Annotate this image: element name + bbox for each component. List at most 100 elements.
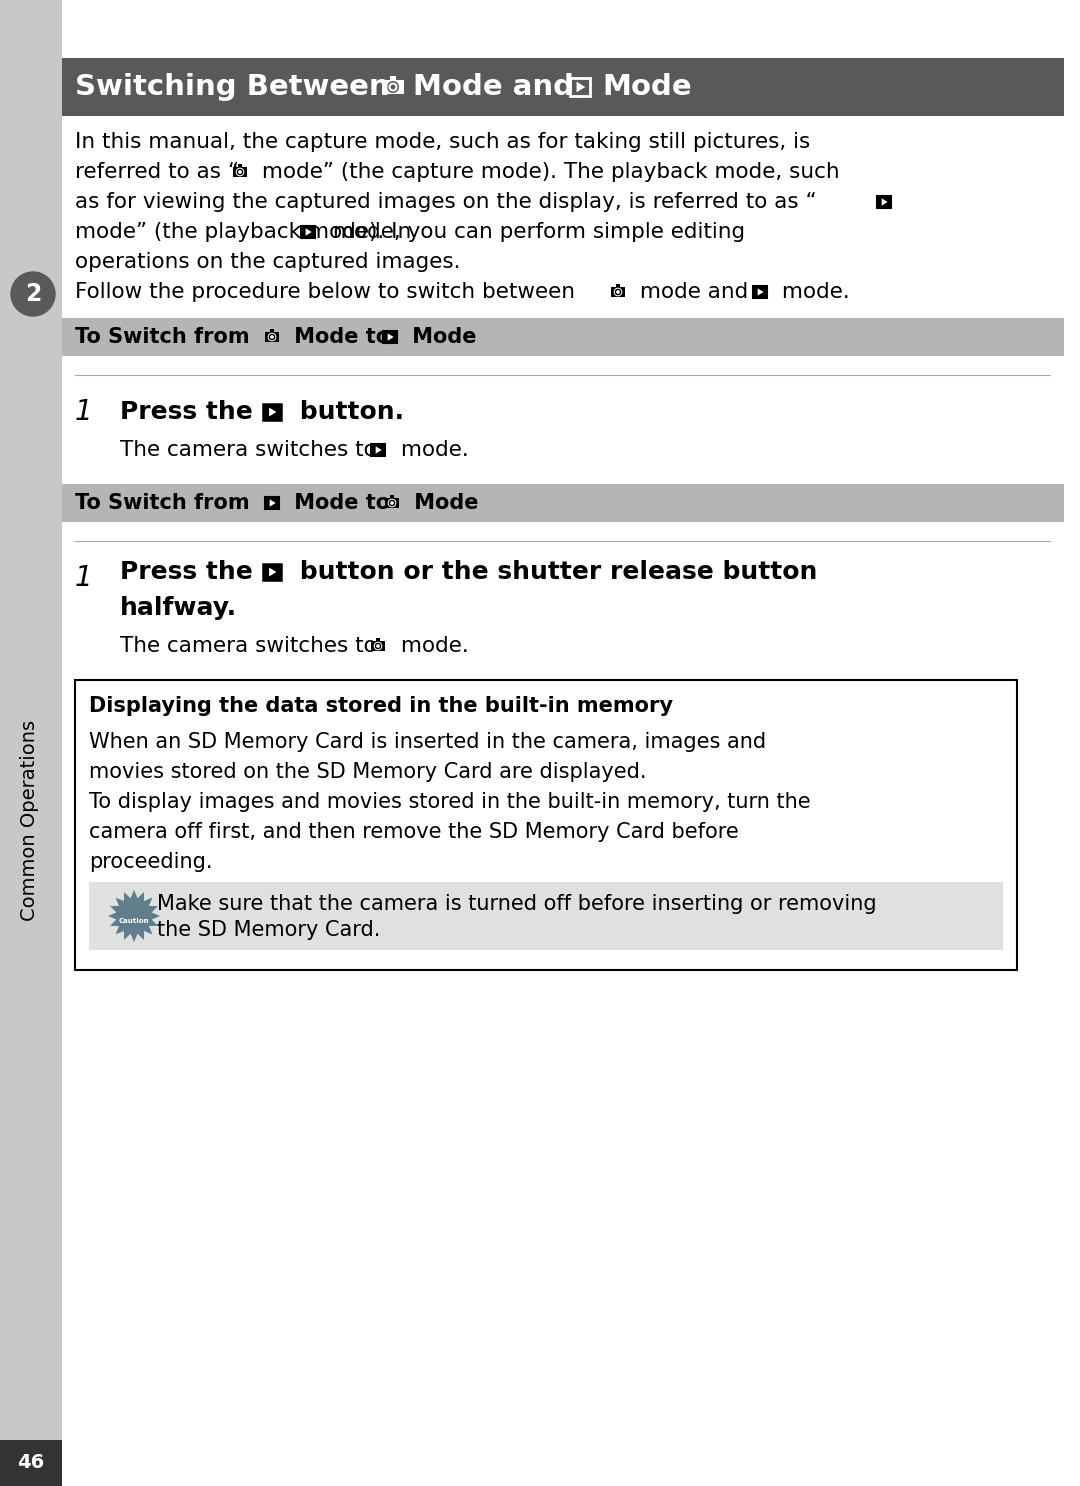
Text: To Switch from: To Switch from <box>75 327 257 348</box>
Bar <box>264 404 281 419</box>
Text: 46: 46 <box>17 1453 44 1473</box>
Bar <box>390 76 396 80</box>
Text: mode.: mode. <box>394 440 469 461</box>
Bar <box>753 285 767 299</box>
Circle shape <box>237 168 244 175</box>
Bar <box>753 285 767 299</box>
Text: To display images and movies stored in the built-in memory, turn the: To display images and movies stored in t… <box>89 792 811 811</box>
Circle shape <box>615 288 622 296</box>
Text: 1: 1 <box>75 565 93 591</box>
Bar <box>877 196 891 208</box>
Text: button.: button. <box>291 400 404 424</box>
Text: mode.: mode. <box>394 636 469 655</box>
Bar <box>264 565 281 580</box>
Text: mode” (the playback mode). In: mode” (the playback mode). In <box>75 221 418 242</box>
Bar <box>264 404 281 419</box>
Circle shape <box>268 333 275 340</box>
Polygon shape <box>270 499 275 507</box>
Text: operations on the captured images.: operations on the captured images. <box>75 253 460 272</box>
Text: Mode: Mode <box>405 327 476 348</box>
Text: The camera switches to: The camera switches to <box>120 440 383 461</box>
Bar <box>370 444 386 456</box>
Polygon shape <box>306 229 312 236</box>
Text: Displaying the data stored in the built-in memory: Displaying the data stored in the built-… <box>89 695 673 716</box>
Text: button or the shutter release button: button or the shutter release button <box>291 560 818 584</box>
Circle shape <box>239 171 241 174</box>
Text: Mode to: Mode to <box>287 327 397 348</box>
Circle shape <box>391 502 393 504</box>
Text: 2: 2 <box>25 282 41 306</box>
Circle shape <box>11 272 55 317</box>
Circle shape <box>388 82 399 92</box>
Circle shape <box>389 499 395 507</box>
Polygon shape <box>108 890 160 942</box>
Bar <box>382 331 397 343</box>
Polygon shape <box>269 568 276 577</box>
Bar <box>0 0 62 1486</box>
Circle shape <box>377 645 379 648</box>
Bar <box>265 496 279 510</box>
Polygon shape <box>758 288 764 296</box>
Text: When an SD Memory Card is inserted in the camera, images and: When an SD Memory Card is inserted in th… <box>89 733 766 752</box>
Bar <box>610 287 625 297</box>
Text: Press the: Press the <box>120 400 261 424</box>
Text: The camera switches to: The camera switches to <box>120 636 383 655</box>
Bar <box>62 58 1064 116</box>
Text: Caution: Caution <box>119 918 149 924</box>
Bar <box>62 318 1064 357</box>
Text: 1: 1 <box>75 398 93 426</box>
Bar <box>265 496 279 510</box>
Circle shape <box>617 291 619 293</box>
Bar <box>370 444 386 456</box>
Text: the SD Memory Card.: the SD Memory Card. <box>157 920 380 941</box>
Circle shape <box>271 336 273 339</box>
Text: Mode: Mode <box>602 73 691 101</box>
Text: proceeding.: proceeding. <box>89 851 213 872</box>
Bar <box>569 77 591 97</box>
Bar <box>62 484 1064 522</box>
Text: Common Operations: Common Operations <box>21 719 40 920</box>
Circle shape <box>616 290 621 294</box>
Circle shape <box>238 169 243 174</box>
Text: Follow the procedure below to switch between: Follow the procedure below to switch bet… <box>75 282 582 302</box>
Polygon shape <box>388 333 393 340</box>
Circle shape <box>269 334 274 340</box>
Bar <box>0 1440 62 1486</box>
Text: Press the: Press the <box>120 560 261 584</box>
Text: referred to as “: referred to as “ <box>75 162 239 181</box>
Text: mode” (the capture mode). The playback mode, such: mode” (the capture mode). The playback m… <box>255 162 839 181</box>
Circle shape <box>391 85 394 89</box>
Circle shape <box>376 643 380 648</box>
Bar <box>238 165 242 166</box>
Bar <box>264 565 281 580</box>
Text: Mode to: Mode to <box>287 493 397 513</box>
Text: Switching Between: Switching Between <box>75 73 390 101</box>
Bar <box>382 80 404 94</box>
Text: mode, you can perform simple editing: mode, you can perform simple editing <box>326 221 745 242</box>
Bar <box>232 166 247 177</box>
Bar <box>877 196 891 208</box>
Text: camera off first, and then remove the SD Memory Card before: camera off first, and then remove the SD… <box>89 822 739 843</box>
Bar <box>616 284 620 287</box>
Text: as for viewing the captured images on the display, is referred to as “: as for viewing the captured images on th… <box>75 192 816 212</box>
Circle shape <box>389 83 396 91</box>
Text: Make sure that the camera is turned off before inserting or removing: Make sure that the camera is turned off … <box>157 895 877 914</box>
Polygon shape <box>376 446 381 453</box>
Bar <box>376 639 380 640</box>
Text: Mode: Mode <box>407 493 478 513</box>
Bar <box>384 498 400 508</box>
Text: mode.: mode. <box>775 282 850 302</box>
Text: Mode and: Mode and <box>413 73 573 101</box>
Circle shape <box>390 501 394 505</box>
Bar <box>370 640 386 651</box>
Bar <box>301 226 315 238</box>
Text: halfway.: halfway. <box>120 596 238 620</box>
Bar <box>270 330 274 333</box>
Bar <box>301 226 315 238</box>
Polygon shape <box>881 198 888 205</box>
Text: movies stored on the SD Memory Card are displayed.: movies stored on the SD Memory Card are … <box>89 762 647 782</box>
Bar <box>382 331 397 343</box>
Bar <box>390 495 394 498</box>
Bar <box>265 333 280 342</box>
Text: mode and: mode and <box>633 282 755 302</box>
